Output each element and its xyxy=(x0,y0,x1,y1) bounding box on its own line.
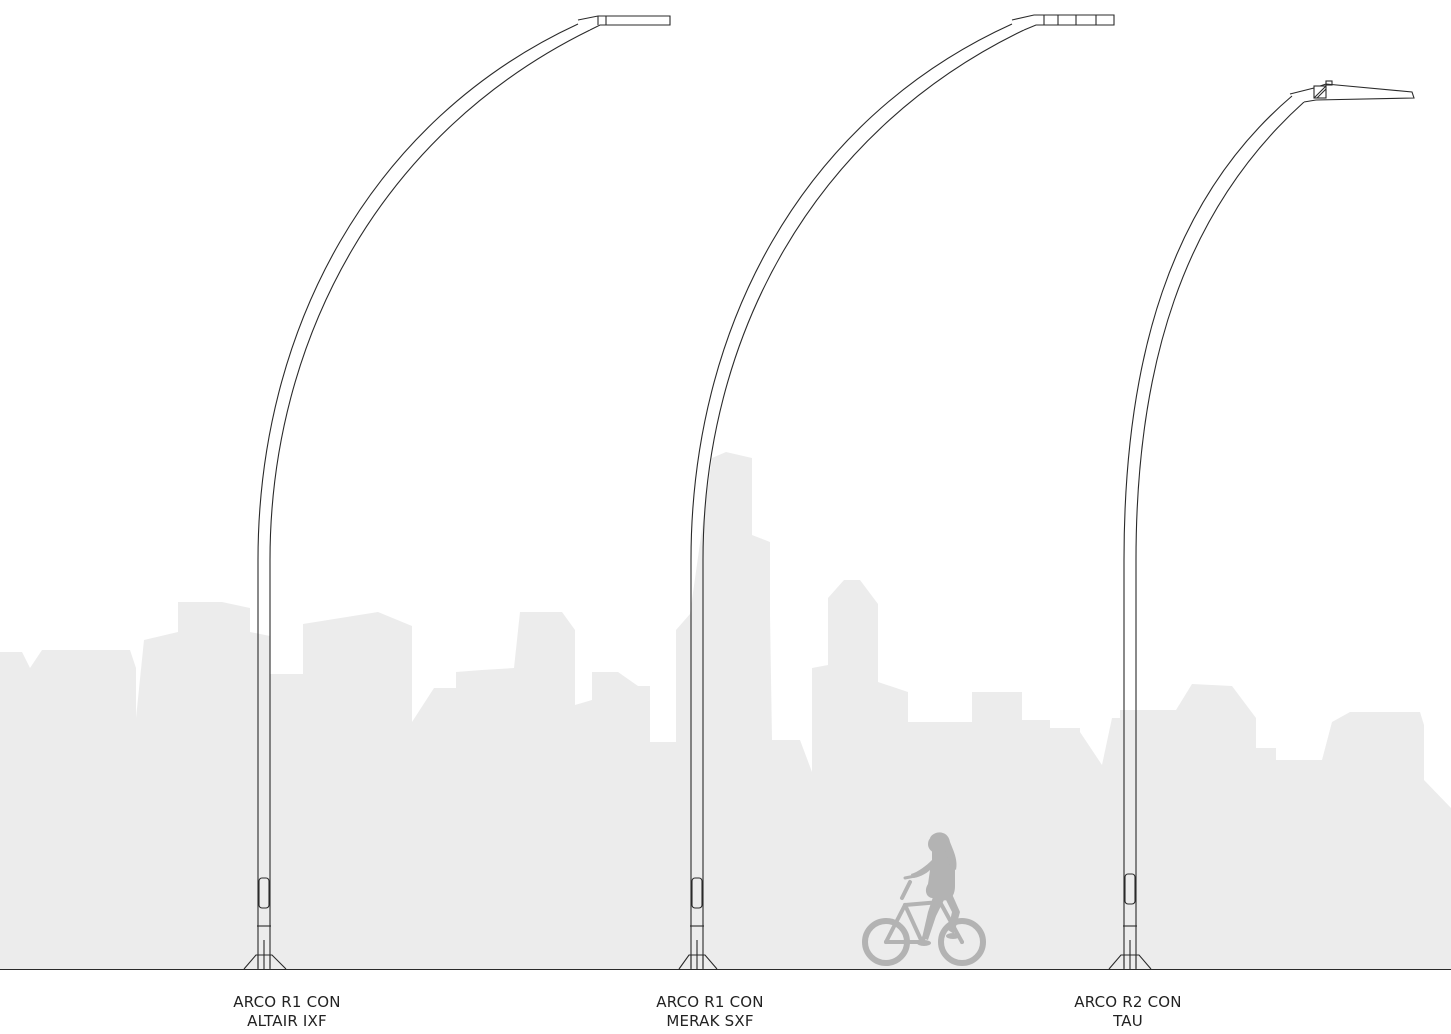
luminaire-altair-ixf xyxy=(577,15,671,31)
access-hatch xyxy=(691,877,703,909)
access-hatch xyxy=(1124,873,1136,905)
caption-pole-3: ARCO R2 CON TAU xyxy=(998,993,1258,1031)
caption-line2: ALTAIR IXF xyxy=(247,1012,327,1030)
caption-line1: ARCO R2 CON xyxy=(1074,993,1182,1011)
caption-line1: ARCO R1 CON xyxy=(233,993,341,1011)
pole-arco-r1-altair xyxy=(243,15,671,970)
caption-pole-1: ARCO R1 CON ALTAIR IXF xyxy=(157,993,417,1031)
child-cyclist-silhouette xyxy=(862,832,986,966)
front-wheel xyxy=(938,918,986,966)
luminaire-merak-sxf xyxy=(1011,14,1115,31)
luminaire-tau xyxy=(1289,83,1415,103)
caption-line2: MERAK SXF xyxy=(666,1012,754,1030)
pole-arco-r1-merak xyxy=(678,14,1115,970)
caption-pole-2: ARCO R1 CON MERAK SXF xyxy=(580,993,840,1031)
caption-line1: ARCO R1 CON xyxy=(656,993,764,1011)
access-hatch xyxy=(258,877,270,909)
city-skyline xyxy=(0,452,1451,970)
pole-arco-r2-tau xyxy=(1108,80,1415,970)
caption-line2: TAU xyxy=(1113,1012,1143,1030)
